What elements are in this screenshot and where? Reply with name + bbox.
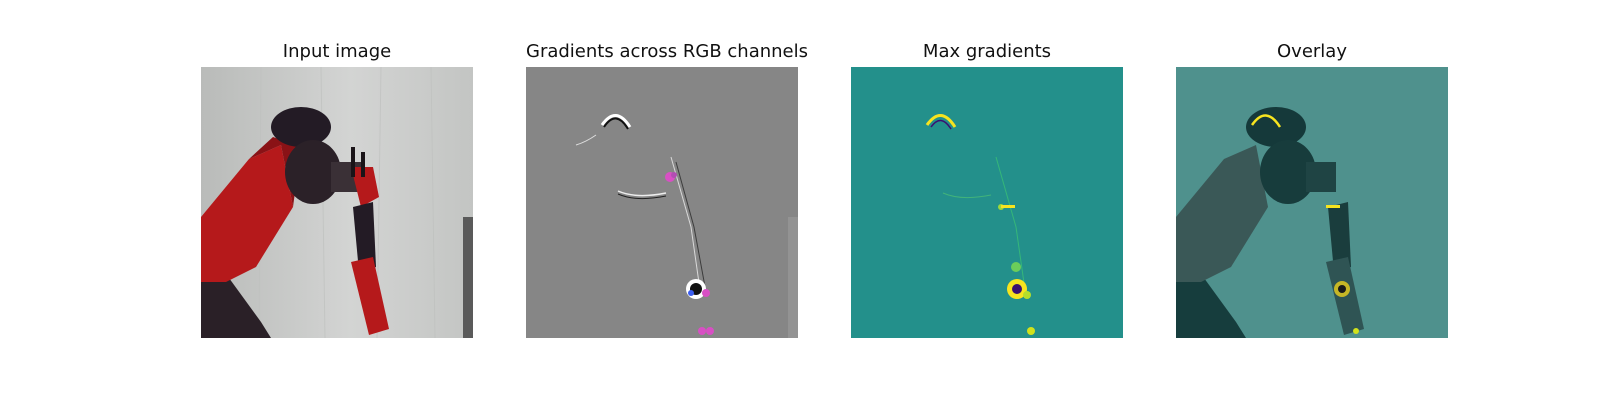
rgb-gradients-image: [526, 67, 798, 338]
panel-title-overlay: Overlay: [1277, 41, 1347, 62]
input-image: [201, 67, 473, 338]
panel-title-input-image: Input image: [282, 41, 392, 62]
panel-title-max-gradients: Max gradients: [922, 41, 1052, 62]
max-gradients-image: [851, 67, 1123, 338]
panel-title-rgb-gradients: Gradients across RGB channels: [526, 41, 808, 62]
overlay-image: [1176, 67, 1448, 338]
